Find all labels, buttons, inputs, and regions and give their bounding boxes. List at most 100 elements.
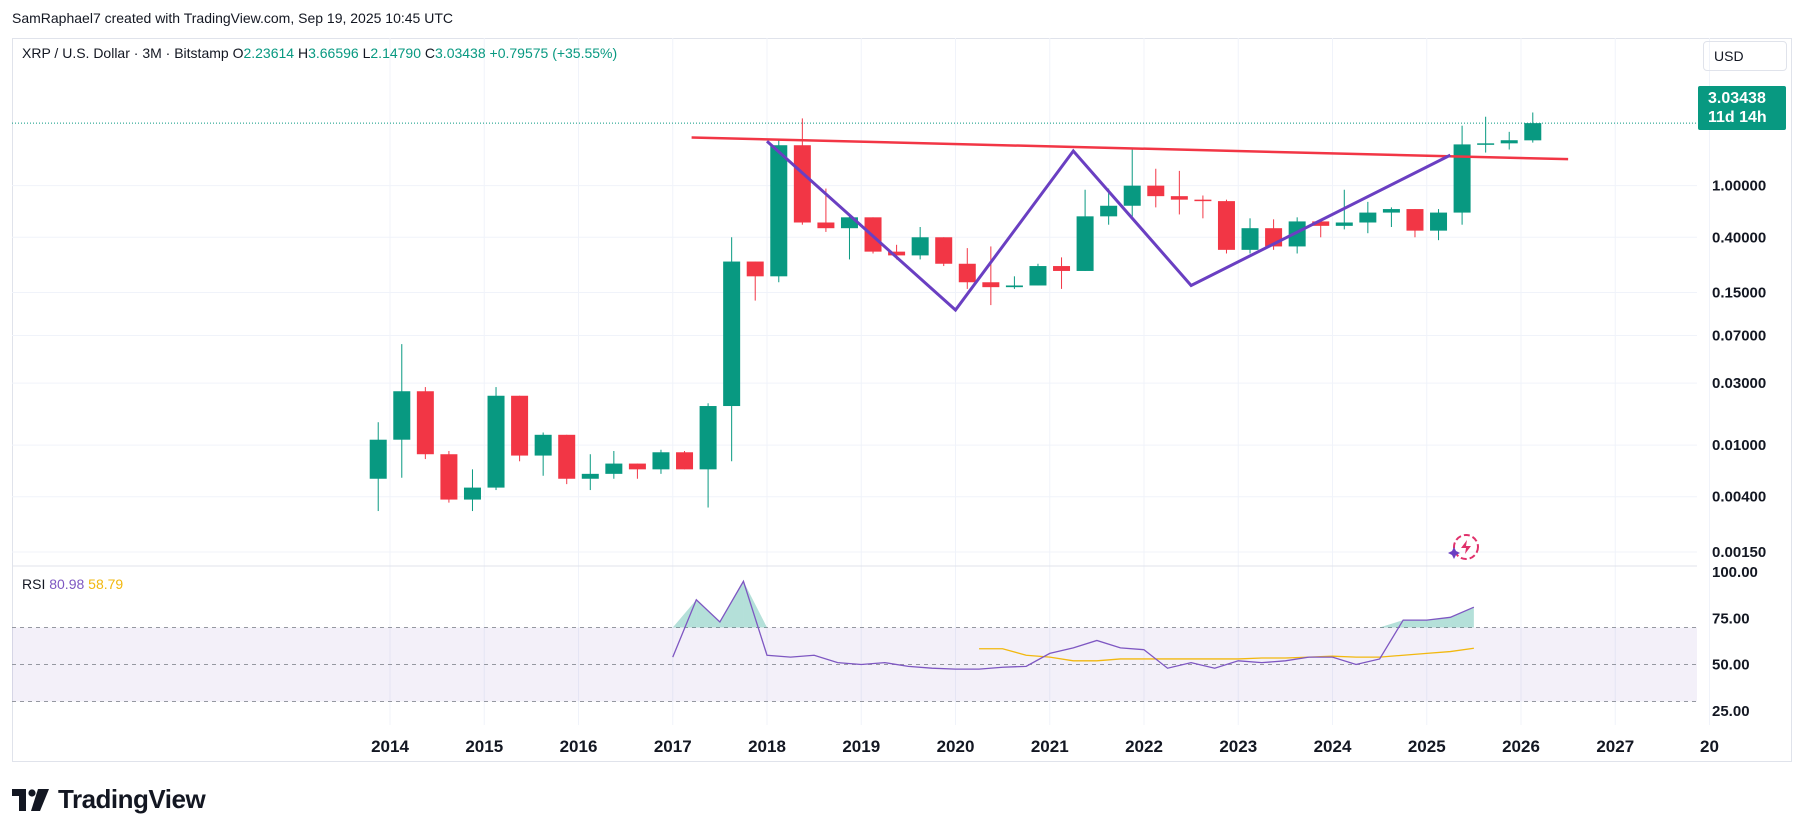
candle (723, 237, 741, 462)
close-value: 3.03438 (435, 45, 486, 61)
candle-body (1100, 205, 1118, 217)
candle-body (746, 261, 764, 277)
candle-body (1524, 123, 1542, 141)
candle (369, 422, 387, 512)
candle (1005, 276, 1023, 289)
candle-body (1005, 285, 1023, 288)
y-tick-label: 0.00400 (1712, 489, 1766, 506)
candle (511, 395, 529, 462)
currency-selector[interactable]: USD (1703, 41, 1787, 71)
rsi-line (672, 579, 1475, 670)
x-tick-label: 2022 (1125, 737, 1163, 756)
rsi-tick-label: 75.00 (1712, 610, 1750, 627)
chart-credit: SamRaphael7 created with TradingView.com… (12, 10, 453, 26)
close-label: C (424, 45, 436, 61)
x-tick-label: 2020 (937, 737, 975, 756)
candle-body (1312, 221, 1330, 226)
x-tick-label: 20 (1700, 737, 1719, 756)
candle (958, 248, 976, 289)
candle-body (958, 263, 976, 283)
replay-icon[interactable] (1448, 534, 1479, 560)
candle-body (1430, 212, 1448, 231)
candle-body (487, 395, 505, 488)
candle (770, 138, 788, 283)
candle-body (1406, 209, 1424, 231)
rsi-ma-line (979, 647, 1474, 662)
candle-body (1335, 222, 1353, 226)
candle-body (369, 439, 387, 479)
candle (534, 432, 552, 476)
y-tick-label: 0.01000 (1712, 437, 1766, 454)
candle-body (1477, 143, 1495, 145)
tradingview-logo[interactable]: TradingView (12, 784, 206, 815)
candle-body (723, 261, 741, 407)
candle-body (652, 452, 670, 470)
tradingview-logo-icon (12, 788, 49, 811)
candle-body (1288, 221, 1306, 247)
rsi-value: 80.98 (49, 576, 85, 592)
candle (935, 237, 953, 267)
tradingview-logo-text: TradingView (58, 784, 206, 814)
rsi-overbought-fill (743, 581, 767, 628)
candle (1359, 201, 1377, 234)
x-tick-label: 2014 (371, 737, 409, 756)
resistance-trendline (691, 136, 1569, 161)
y-tick-label: 0.03000 (1712, 375, 1766, 392)
candle-body (676, 452, 694, 470)
candle-body (911, 237, 929, 256)
rsi-overbought-fill (1450, 607, 1474, 628)
candle-body (440, 454, 458, 500)
candle (1430, 209, 1448, 241)
x-tick-label: 2027 (1596, 737, 1634, 756)
candle-body (1029, 266, 1047, 286)
chart-frame (12, 38, 1792, 762)
candle-body (840, 217, 858, 229)
candle (652, 449, 670, 474)
candle (1029, 263, 1047, 286)
x-tick-label: 2023 (1219, 737, 1257, 756)
x-tick-label: 2015 (465, 737, 503, 756)
candle (463, 469, 481, 512)
candle (1241, 218, 1259, 254)
last-price-tag: 3.03438 11d 14h (1698, 86, 1786, 130)
candle (1076, 189, 1094, 271)
candle (440, 451, 458, 503)
candle (699, 403, 717, 508)
rsi-tick-label: 50.00 (1712, 657, 1750, 674)
candle (628, 463, 646, 479)
rsi-legend[interactable]: RSI 80.98 58.79 (22, 576, 123, 592)
x-tick-label: 2025 (1408, 737, 1446, 756)
candle-body (605, 463, 623, 474)
x-tick-label: 2017 (654, 737, 692, 756)
x-tick-label: 2019 (842, 737, 880, 756)
symbol-name: XRP / U.S. Dollar · 3M · Bitstamp (22, 45, 229, 61)
candle (1170, 170, 1188, 215)
candle-body (1359, 212, 1377, 223)
rsi-overbought-fill (1403, 620, 1427, 628)
candle-body (888, 251, 906, 256)
rsi-overbought-fill (1379, 620, 1404, 628)
candle-body (558, 434, 576, 479)
candle (1053, 257, 1071, 289)
last-price-value: 3.03438 (1708, 90, 1766, 107)
low-value: 2.14790 (370, 45, 421, 61)
candle (1312, 219, 1330, 238)
change-value: +0.79575 (+35.55%) (489, 45, 618, 61)
candle-body (1241, 228, 1259, 250)
symbol-legend[interactable]: XRP / U.S. Dollar · 3M · Bitstamp O2.236… (22, 45, 617, 61)
rsi-overbought-fill (672, 599, 697, 628)
high-label: H (297, 45, 309, 61)
x-tick-label: 2024 (1314, 737, 1352, 756)
y-tick-label: 0.07000 (1712, 327, 1766, 344)
candle-body (1382, 209, 1400, 213)
rsi-label: RSI (22, 576, 46, 592)
y-tick-label: 0.40000 (1712, 229, 1766, 246)
y-tick-label: 0.15000 (1712, 285, 1766, 302)
candle-body (416, 391, 434, 455)
candle (1217, 199, 1235, 254)
rsi-overbought-fill (696, 599, 720, 628)
candle-body (770, 145, 788, 277)
drawings (691, 136, 1569, 313)
bar-countdown: 11d 14h (1708, 109, 1767, 126)
